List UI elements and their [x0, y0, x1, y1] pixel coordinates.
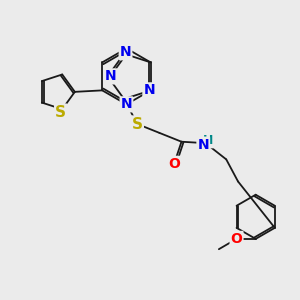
Text: N: N: [197, 138, 209, 152]
Text: N: N: [143, 83, 155, 98]
Text: N: N: [120, 45, 131, 59]
Text: S: S: [55, 105, 66, 120]
Text: S: S: [132, 116, 143, 131]
Text: N: N: [105, 69, 116, 83]
Text: N: N: [121, 98, 132, 111]
Text: O: O: [168, 157, 180, 171]
Text: H: H: [203, 134, 213, 147]
Text: O: O: [231, 232, 242, 246]
